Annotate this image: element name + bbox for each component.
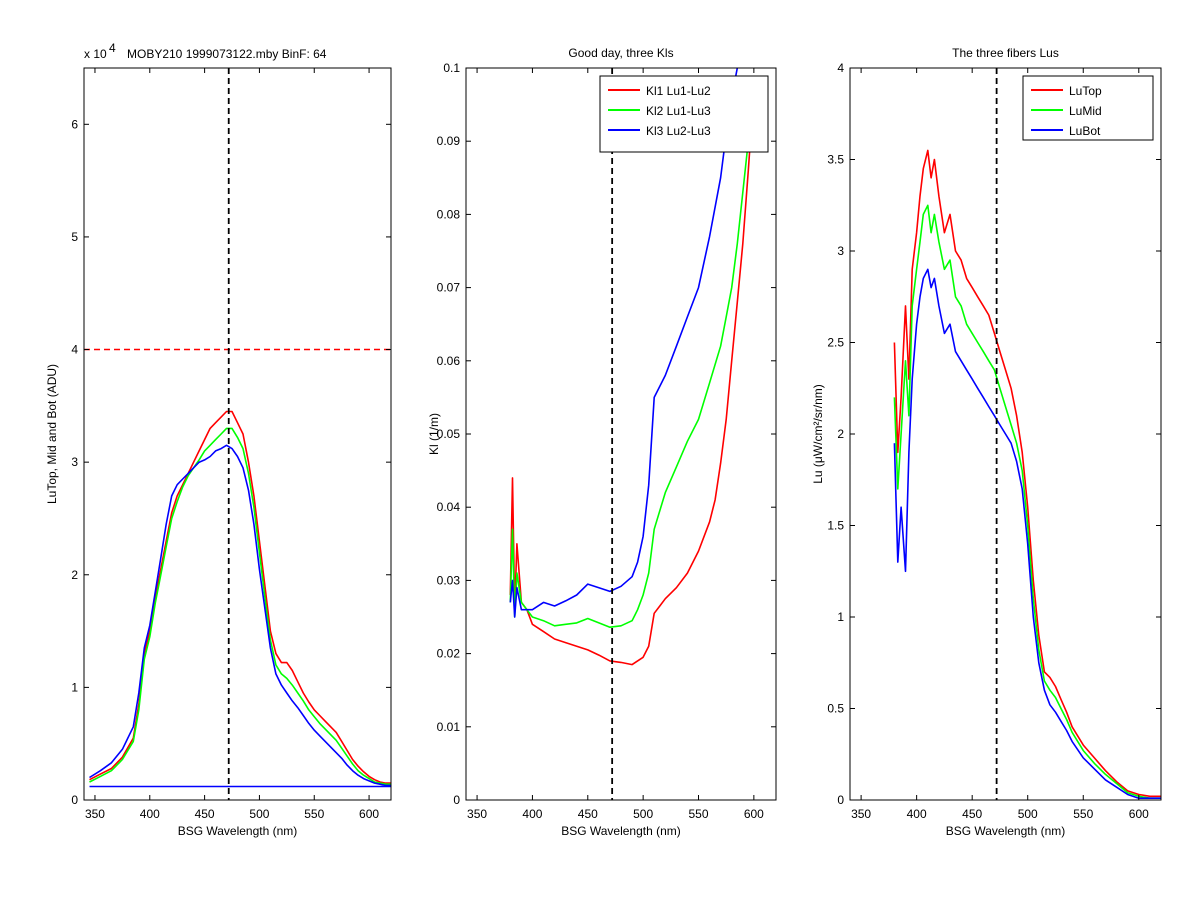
series-line-kl3-lu2-lu3 xyxy=(509,68,739,618)
axes-background xyxy=(466,68,776,800)
x-tick-label: 350 xyxy=(85,807,105,821)
series-line-lubot xyxy=(893,268,1161,800)
legend-entry: Kl2 Lu1-Lu3 xyxy=(646,104,711,118)
chart-title: The three fibers Lus xyxy=(952,46,1059,60)
exponent-power: 4 xyxy=(109,41,116,55)
y-tick-label: 4 xyxy=(71,343,78,357)
y-tick-label: 3 xyxy=(71,455,78,469)
x-tick-label: 350 xyxy=(851,807,871,821)
y-tick-label: 2.5 xyxy=(827,336,844,350)
y-tick-label: 2 xyxy=(837,427,844,441)
x-tick-label: 600 xyxy=(359,807,379,821)
y-tick-label: 0.08 xyxy=(437,207,461,221)
x-tick-label: 600 xyxy=(744,807,764,821)
y-tick-label: 6 xyxy=(71,117,78,131)
y-tick-label: 0.06 xyxy=(437,354,461,368)
subplot-3: 350 400 450 500 550 600 0 0.5 1 1.5 2 2.5 3 3.5 4 The t… xyxy=(811,46,1162,838)
series-line-lutop xyxy=(893,149,1161,798)
y-tick-label: 1 xyxy=(837,610,844,624)
series-line-2 xyxy=(89,427,391,786)
y-tick-label: 0.1 xyxy=(443,61,460,75)
x-tick-label: 500 xyxy=(633,807,653,821)
y-axis-label: Lu (μW/cm²/sr/nm) xyxy=(811,384,825,484)
y-tick-label: 0.09 xyxy=(437,134,461,148)
y-tick-label: 1 xyxy=(71,680,78,694)
series-line-kl2-lu1-lu3 xyxy=(509,89,755,629)
legend-box xyxy=(599,75,769,153)
axes-frame xyxy=(83,67,392,801)
legend: Kl1 Lu1-Lu2 Kl2 Lu1-Lu3 Kl3 Lu2-Lu3 xyxy=(599,75,769,153)
x-tick-label: 450 xyxy=(195,807,215,821)
plot-area xyxy=(893,68,1161,800)
y-tick-label: 3 xyxy=(837,244,844,258)
legend-entry: Kl3 Lu2-Lu3 xyxy=(646,124,711,138)
legend-entry: LuTop xyxy=(1069,84,1102,98)
x-tick-label: 600 xyxy=(1129,807,1149,821)
x-tick-label: 400 xyxy=(522,807,542,821)
subplot-2: 350 400 450 500 550 600 0 0.01 0.02 0.03 0.04 0.05 0… xyxy=(427,46,777,838)
x-axis-label: BSG Wavelength (nm) xyxy=(178,824,298,838)
y-tick-label: 5 xyxy=(71,230,78,244)
series-line-kl1-lu1-lu2 xyxy=(509,89,755,666)
y-tick-label: 0.05 xyxy=(437,427,461,441)
legend-entry: Kl1 Lu1-Lu2 xyxy=(646,84,711,98)
legend-box xyxy=(1022,75,1154,141)
y-tick-label: 0 xyxy=(837,793,844,807)
x-tick-label: 550 xyxy=(1073,807,1093,821)
plot-area xyxy=(84,68,391,800)
chart-title: MOBY210 1999073122.mby BinF: 64 xyxy=(127,47,327,61)
axes-background xyxy=(84,68,391,800)
series-line-3 xyxy=(89,444,391,787)
x-tick-label: 350 xyxy=(467,807,487,821)
x-tick-label: 400 xyxy=(140,807,160,821)
x-tick-label: 400 xyxy=(907,807,927,821)
exponent-label: x 10 xyxy=(84,47,107,61)
y-tick-label: 0 xyxy=(453,793,460,807)
x-tick-label: 450 xyxy=(578,807,598,821)
y-axis-label: Kl (1/m) xyxy=(427,413,441,455)
y-tick-label: 0.01 xyxy=(437,720,461,734)
y-tick-label: 3.5 xyxy=(827,153,844,167)
series-line-lumid xyxy=(893,204,1161,800)
y-tick-label: 0.02 xyxy=(437,647,461,661)
plot-area xyxy=(509,68,755,800)
y-tick-label: 2 xyxy=(71,568,78,582)
y-tick-label: 0 xyxy=(71,793,78,807)
x-tick-label: 550 xyxy=(688,807,708,821)
y-tick-label: 0.04 xyxy=(437,500,461,514)
x-tick-label: 550 xyxy=(304,807,324,821)
x-axis-label: BSG Wavelength (nm) xyxy=(946,824,1066,838)
y-axis-label: LuTop, Mid and Bot (ADU) xyxy=(45,364,59,504)
legend-entry: LuBot xyxy=(1069,124,1101,138)
y-tick-label: 0.03 xyxy=(437,573,461,587)
y-tick-label: 1.5 xyxy=(827,519,844,533)
x-tick-label: 500 xyxy=(249,807,269,821)
y-tick-label: 4 xyxy=(837,61,844,75)
legend-entry: LuMid xyxy=(1069,104,1102,118)
x-tick-label: 450 xyxy=(962,807,982,821)
y-tick-label: 0.5 xyxy=(827,702,844,716)
chart-title: Good day, three Kls xyxy=(568,46,673,60)
legend: LuTop LuMid LuBot xyxy=(1022,75,1154,141)
x-tick-label: 500 xyxy=(1018,807,1038,821)
x-axis-label: BSG Wavelength (nm) xyxy=(561,824,681,838)
y-tick-label: 0.07 xyxy=(437,281,461,295)
series-line-1 xyxy=(89,410,391,784)
